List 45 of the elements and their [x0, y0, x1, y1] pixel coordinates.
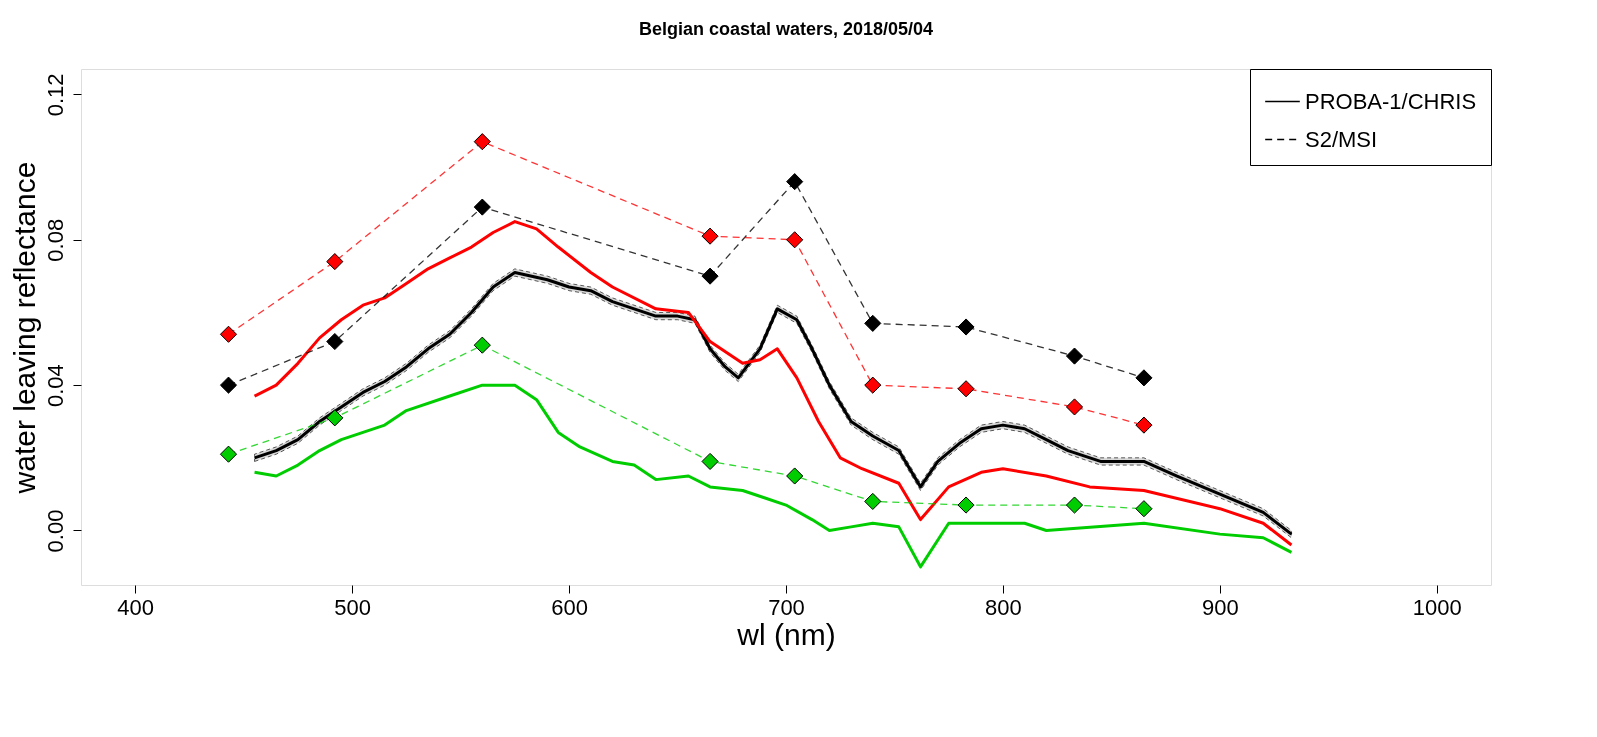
y-tick-label: 0.08: [42, 218, 68, 262]
point: [864, 492, 882, 510]
point: [326, 332, 344, 351]
x-tick-label: 700: [768, 594, 805, 620]
point: [786, 173, 804, 191]
point: [219, 376, 238, 394]
x-tick-label: 400: [117, 594, 155, 620]
point: [1065, 496, 1084, 514]
point: [473, 198, 491, 216]
legend-label: PROBA-1/CHRIS: [1305, 88, 1477, 114]
point: [1135, 369, 1153, 387]
chart-title: Belgian coastal waters, 2018/05/04: [638, 18, 934, 39]
x-tick-label: 500: [334, 594, 372, 620]
x-tick-label: 900: [1201, 594, 1239, 620]
point: [1135, 416, 1153, 434]
point: [219, 445, 238, 463]
line-series: [253, 220, 1293, 547]
x-tick-label: 1000: [1412, 594, 1462, 620]
point: [957, 318, 975, 336]
point: [701, 452, 719, 471]
point: [786, 231, 804, 249]
y-tick-label: 0.04: [42, 364, 68, 408]
y-tick-label: 0.00: [42, 509, 68, 553]
point: [473, 336, 491, 354]
y-axis-title: water leaving reflectance: [7, 161, 41, 495]
legend-label: S2/MSI: [1305, 126, 1378, 152]
y-tick-label: 0.12: [42, 73, 68, 117]
line-series: [253, 383, 1293, 569]
x-tick-label: 600: [551, 594, 588, 620]
point: [326, 253, 344, 271]
point: [701, 267, 719, 285]
point: [957, 380, 975, 398]
point: [326, 409, 344, 427]
point: [957, 496, 975, 514]
point: [786, 467, 804, 485]
point: [864, 314, 882, 332]
point: [1135, 500, 1153, 518]
point: [1065, 398, 1084, 416]
point: [1065, 347, 1084, 365]
point: [864, 376, 882, 394]
point: [701, 227, 719, 245]
point: [473, 133, 491, 151]
point: [219, 325, 238, 343]
x-axis-title: wl (nm): [736, 617, 836, 651]
x-tick-label: 800: [985, 594, 1022, 620]
